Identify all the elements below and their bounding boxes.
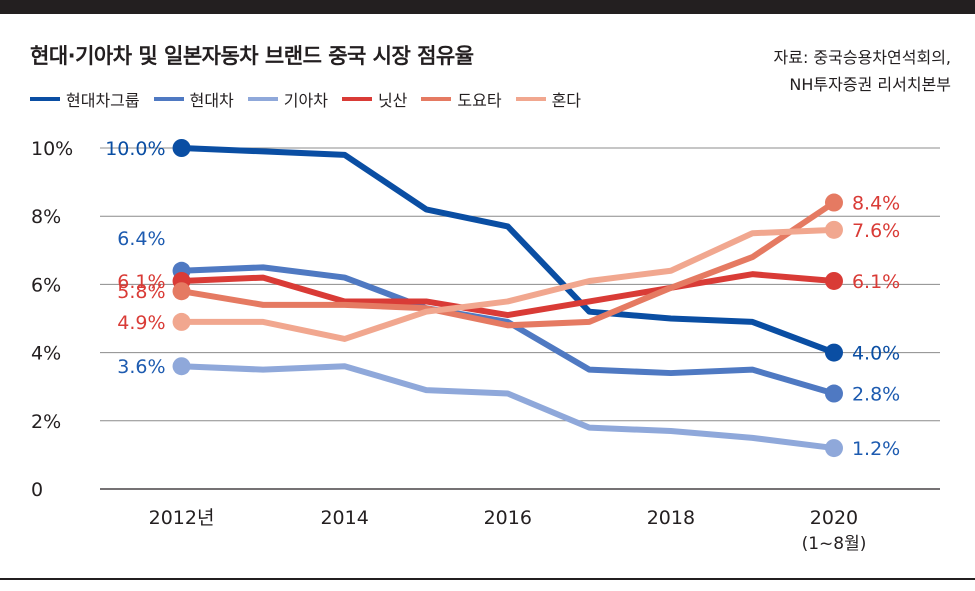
end-value-label: 4.0% bbox=[852, 343, 900, 365]
chart-title: 현대·기아차 및 일본자동차 브랜드 중국 시장 점유율 bbox=[30, 44, 474, 68]
end-value-label: 2.8% bbox=[852, 384, 900, 406]
start-marker bbox=[172, 139, 191, 157]
x-tick-sublabel: (1~8월) bbox=[802, 534, 867, 554]
y-tick-label: 4% bbox=[31, 343, 61, 365]
legend-swatch bbox=[341, 97, 372, 101]
legend-label: 현대차 bbox=[189, 91, 234, 110]
legend-swatch bbox=[515, 97, 546, 101]
end-value-label: 6.1% bbox=[852, 271, 900, 293]
legend-item-toyota: 도요타 bbox=[421, 87, 502, 111]
legend-item-kia: 기아차 bbox=[247, 87, 328, 111]
series-line bbox=[178, 145, 837, 356]
source-line-2: NH투자증권 리서치본부 bbox=[789, 75, 951, 94]
start-value-label: 10.0% bbox=[105, 138, 165, 160]
end-marker bbox=[824, 439, 843, 458]
start-value-label: 6.4% bbox=[117, 228, 165, 250]
start-value-label: 3.6% bbox=[117, 356, 165, 378]
legend-swatch bbox=[30, 97, 60, 101]
x-tick-label: 2020 bbox=[810, 507, 858, 529]
end-marker bbox=[824, 220, 843, 239]
x-tick-label: 2014 bbox=[320, 507, 368, 529]
legend-swatch bbox=[247, 97, 278, 101]
legend-swatch bbox=[421, 97, 452, 101]
end-marker bbox=[824, 384, 843, 403]
series-line bbox=[178, 199, 837, 329]
end-marker bbox=[824, 193, 843, 212]
end-value-label: 7.6% bbox=[852, 220, 900, 242]
legend-label: 도요타 bbox=[457, 91, 502, 110]
end-marker bbox=[824, 343, 843, 362]
y-tick-label: 0 bbox=[31, 479, 43, 501]
y-tick-label: 6% bbox=[31, 274, 61, 296]
series-line bbox=[178, 226, 837, 342]
legend-label: 현대차그룹 bbox=[66, 91, 140, 110]
start-marker bbox=[172, 282, 191, 301]
legend-item-nissan: 닛산 bbox=[341, 87, 408, 111]
start-value-label: 4.9% bbox=[117, 312, 165, 334]
legend-item-honda: 혼다 bbox=[515, 87, 582, 111]
legend: 현대차그룹 현대차 기아차 닛산 도요타 혼다 bbox=[30, 87, 581, 111]
start-marker bbox=[172, 312, 191, 331]
x-tick-label: 2012년 bbox=[149, 507, 215, 529]
end-value-label: 1.2% bbox=[852, 438, 900, 460]
legend-item-hyundai-group: 현대차그룹 bbox=[30, 87, 140, 111]
legend-label: 기아차 bbox=[283, 91, 328, 110]
legend-label: 혼다 bbox=[551, 91, 582, 110]
series-line bbox=[178, 271, 837, 319]
start-value-label: 5.8% bbox=[117, 281, 165, 303]
start-marker bbox=[172, 357, 191, 376]
legend-swatch bbox=[153, 97, 184, 101]
legend-item-hyundai: 현대차 bbox=[153, 87, 234, 111]
end-value-label: 8.4% bbox=[852, 193, 900, 215]
bottom-rule bbox=[0, 578, 975, 580]
series-line bbox=[178, 363, 837, 452]
y-tick-label: 2% bbox=[31, 411, 61, 433]
source-line-1: 자료: 중국승용차연석회의, bbox=[773, 48, 951, 67]
legend-label: 닛산 bbox=[377, 91, 408, 110]
end-marker bbox=[824, 271, 843, 290]
series-line bbox=[178, 264, 837, 397]
start-value-label: 6.1% bbox=[117, 271, 165, 293]
x-tick-label: 2016 bbox=[484, 507, 532, 529]
y-tick-label: 8% bbox=[31, 206, 61, 228]
y-tick-label: 10% bbox=[31, 138, 73, 160]
source-note: 자료: 중국승용차연석회의, NH투자증권 리서치본부 bbox=[774, 44, 951, 98]
top-bar bbox=[0, 0, 975, 14]
x-tick-label: 2018 bbox=[647, 507, 695, 529]
